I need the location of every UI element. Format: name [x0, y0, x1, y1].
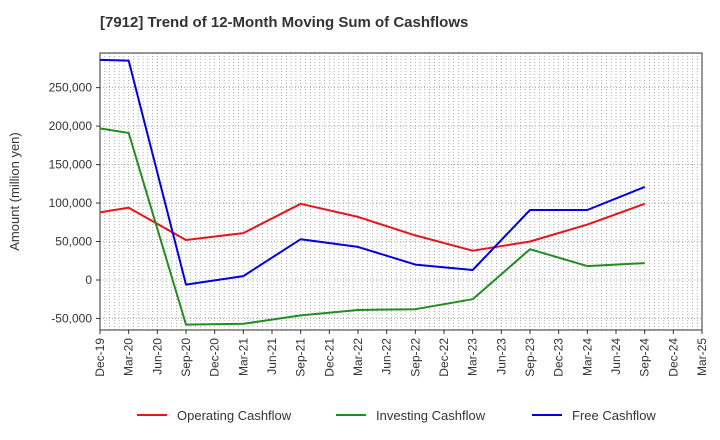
y-tick-label: 150,000 [49, 158, 93, 172]
series-line-operating-cashflow [99, 202, 646, 252]
x-tick-label: Mar-22 [351, 338, 365, 376]
x-tick-label: Jun-21 [265, 338, 279, 375]
x-tick-label: Jun-20 [150, 338, 164, 375]
y-tick-label: 200,000 [49, 119, 93, 133]
x-tick-label: Sep-23 [523, 338, 537, 377]
x-tick-label: Dec-19 [93, 338, 107, 377]
x-tick-label: Mar-23 [466, 338, 480, 376]
x-tick-label: Sep-20 [179, 338, 193, 377]
y-tick-label: 100,000 [49, 196, 93, 210]
legend-label: Investing Cashflow [376, 408, 486, 423]
x-tick-label: Sep-21 [294, 338, 308, 377]
x-tick-label: Sep-24 [638, 338, 652, 377]
series-line-free-cashflow [99, 58, 646, 286]
x-tick-label: Dec-23 [552, 338, 566, 377]
y-tick-label: 250,000 [49, 81, 93, 95]
x-tick-label: Jun-22 [380, 338, 394, 375]
x-tick-label: Dec-21 [322, 338, 336, 377]
x-tick-label: Mar-20 [122, 338, 136, 376]
x-tick-label: Jun-23 [494, 338, 508, 375]
x-tick-label: Jun-24 [609, 338, 623, 375]
x-tick-label: Dec-24 [666, 338, 680, 377]
y-tick-label: -50,000 [51, 311, 92, 325]
legend-label: Free Cashflow [572, 408, 656, 423]
x-tick-label: Dec-22 [437, 338, 451, 377]
x-tick-label: Mar-25 [695, 338, 709, 376]
plot-frame [99, 52, 703, 331]
series-line-investing-cashflow [99, 127, 645, 326]
x-tick-label: Mar-21 [236, 338, 250, 376]
y-tick-label: 50,000 [55, 235, 92, 249]
y-axis-title: Amount (million yen) [7, 132, 22, 251]
x-tick-label: Mar-24 [580, 338, 594, 376]
y-tick-label: 0 [85, 273, 92, 287]
chart-title: [7912] Trend of 12-Month Moving Sum of C… [100, 14, 469, 31]
x-tick-label: Dec-20 [208, 338, 222, 377]
legend-label: Operating Cashflow [177, 408, 292, 423]
x-tick-label: Sep-22 [408, 338, 422, 377]
